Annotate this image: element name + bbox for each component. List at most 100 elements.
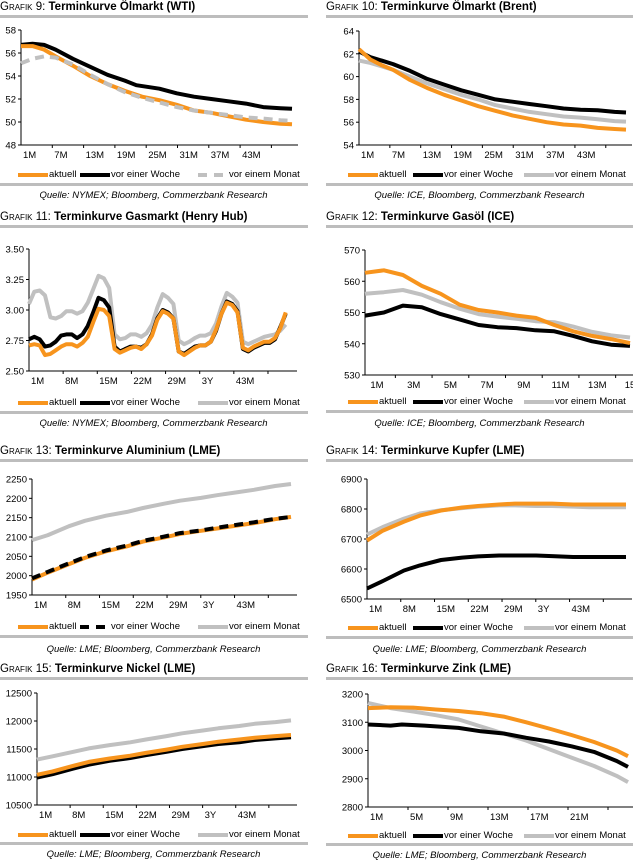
legend-label: aktuell bbox=[379, 622, 407, 633]
chart-number: Grafik 9: bbox=[0, 1, 46, 13]
x-tick-label: 1M bbox=[370, 380, 383, 391]
chart-source: Quelle: LME; Bloomberg, Commerzbank Rese… bbox=[46, 849, 261, 860]
chart-legend: aktuell vor einer Woche vor einem Monat bbox=[0, 829, 307, 843]
legend-item-week: vor einer Woche bbox=[413, 169, 513, 180]
line-chart: 1950 2000 2050 2100 2150 2200 2250 1M 8M 15M 22M 29… bbox=[6, 475, 297, 611]
y-tick-label: 2800 bbox=[342, 803, 363, 814]
x-tick-label: 43M bbox=[237, 600, 256, 611]
x-tick-label: 1M bbox=[31, 376, 44, 387]
y-tick-label: 11500 bbox=[6, 745, 32, 756]
legend-label: aktuell bbox=[379, 169, 407, 180]
line-chart: 2.50 2.75 3.00 3.25 3.50 1M 8M 15M 22M 29M 3Y 43M bbox=[6, 245, 297, 387]
y-tick-label: 3.00 bbox=[6, 306, 25, 317]
legend-swatch-current bbox=[18, 832, 48, 837]
chart-name: Terminkurve Kupfer (LME) bbox=[380, 445, 525, 457]
chart-name: Terminkurve Aluminium (LME) bbox=[54, 445, 221, 457]
chart-source: Quelle: NYMEX; Bloomberg, Commerzbank Re… bbox=[39, 190, 268, 201]
y-tick-label: 3.25 bbox=[6, 275, 25, 286]
x-tick-label: 3Y bbox=[203, 600, 215, 611]
chart-source: Quelle: LME; Bloomberg, Commerzbank Rese… bbox=[372, 850, 587, 861]
chart-legend: aktuell vor einer Woche vor einem Monat bbox=[326, 622, 633, 636]
legend-label: aktuell bbox=[379, 396, 407, 407]
legend-item-month: vor einem Monat bbox=[524, 169, 626, 180]
y-tick-label: 2250 bbox=[6, 475, 27, 486]
x-tick-label: 3M bbox=[407, 380, 420, 391]
y-tick-label: 6600 bbox=[341, 565, 362, 576]
y-tick-label: 54 bbox=[5, 72, 16, 83]
x-tick-label: 1M bbox=[34, 600, 47, 611]
series-line-current bbox=[36, 733, 292, 777]
x-tick-label: 9M bbox=[450, 812, 463, 823]
chart-legend: aktuell vor einer Woche vor einem Monat bbox=[326, 169, 633, 183]
x-tick-label: 17M bbox=[530, 812, 549, 823]
legend-swatch-month bbox=[198, 172, 228, 177]
x-tick-label: 8M bbox=[72, 810, 85, 821]
legend-item-month: vor einem Monat bbox=[524, 830, 626, 841]
y-tick-label: 2.50 bbox=[6, 367, 25, 378]
legend-swatch-month bbox=[524, 399, 554, 404]
legend-label: vor einem Monat bbox=[229, 829, 300, 840]
y-tick-label: 2900 bbox=[342, 774, 363, 785]
chart-number: Grafik 10: bbox=[326, 1, 378, 13]
legend-swatch-month bbox=[524, 625, 554, 630]
y-tick-label: 48 bbox=[5, 141, 16, 152]
legend-label: aktuell bbox=[49, 829, 77, 840]
x-tick-label: 15M bbox=[437, 604, 456, 615]
x-tick-label: 7M bbox=[392, 150, 405, 161]
y-tick-label: 2150 bbox=[6, 513, 27, 524]
x-tick-label: 22M bbox=[470, 604, 489, 615]
legend-label: vor einem Monat bbox=[555, 622, 626, 633]
legend-item-current: aktuell bbox=[18, 397, 76, 408]
legend-swatch-week bbox=[413, 172, 443, 177]
y-tick-label: 56 bbox=[343, 118, 354, 129]
y-tick-label: 58 bbox=[5, 26, 16, 37]
legend-item-week: vor einer Woche bbox=[80, 621, 180, 632]
y-tick-label: 6500 bbox=[341, 595, 362, 606]
legend-swatch-month bbox=[198, 624, 228, 629]
x-tick-label: 3Y bbox=[202, 376, 214, 387]
legend-divider bbox=[326, 183, 633, 186]
x-tick-label: 3Y bbox=[205, 810, 217, 821]
legend-label: vor einem Monat bbox=[229, 169, 300, 180]
legend-label: vor einem Monat bbox=[555, 830, 626, 841]
legend-swatch-current bbox=[18, 624, 48, 629]
legend-label: vor einem Monat bbox=[555, 169, 626, 180]
x-tick-label: 7M bbox=[481, 380, 494, 391]
series-line-week bbox=[20, 41, 293, 111]
legend-item-current: aktuell bbox=[348, 396, 406, 407]
y-tick-label: 6700 bbox=[341, 535, 362, 546]
x-tick-label: 13M bbox=[490, 812, 509, 823]
chart-name: Terminkurve Zink (LME) bbox=[380, 663, 512, 675]
y-tick-label: 570 bbox=[344, 246, 360, 257]
title-divider bbox=[0, 459, 308, 462]
legend-divider bbox=[326, 636, 633, 639]
legend-swatch-current bbox=[348, 172, 378, 177]
x-tick-label: 8M bbox=[403, 604, 416, 615]
legend-item-current: aktuell bbox=[348, 622, 406, 633]
y-tick-label: 540 bbox=[344, 339, 360, 350]
legend-divider bbox=[326, 410, 633, 413]
series-line-current bbox=[21, 44, 293, 127]
legend-label: vor einer Woche bbox=[111, 829, 180, 840]
y-tick-label: 12500 bbox=[6, 689, 32, 700]
legend-swatch-week bbox=[413, 399, 443, 404]
y-tick-label: 550 bbox=[344, 308, 360, 319]
legend-swatch-week bbox=[80, 624, 110, 629]
chart-source: Quelle: LME; Bloomberg, Commerzbank Rese… bbox=[372, 644, 587, 655]
title-divider bbox=[0, 225, 308, 228]
x-tick-label: 43M bbox=[236, 376, 255, 387]
x-tick-label: 15M bbox=[105, 810, 124, 821]
y-tick-label: 54 bbox=[343, 141, 354, 152]
legend-label: vor einem Monat bbox=[555, 396, 626, 407]
chart-number: Grafik 12: bbox=[326, 211, 378, 223]
x-tick-label: 1M bbox=[370, 812, 383, 823]
series-line-week bbox=[366, 553, 626, 591]
chart-source: Quelle: ICE; Bloomberg, Commerzbank Rese… bbox=[374, 418, 585, 429]
line-chart: 54 56 58 60 62 64 1M 7M 13M 19M 25M 31M 37M 43M bbox=[343, 27, 632, 161]
line-chart: 530 540 550 560 570 1M 3M 5M 7M 9M 11M 13M 15M bbox=[344, 246, 633, 391]
chart-title: Grafik 10: Terminkurve Ölmarkt (Brent) bbox=[326, 0, 537, 14]
title-divider bbox=[0, 677, 308, 680]
legend-swatch-current bbox=[348, 399, 378, 404]
chart-name: Terminkurve Gasöl (ICE) bbox=[380, 211, 515, 223]
x-tick-label: 29M bbox=[168, 376, 187, 387]
